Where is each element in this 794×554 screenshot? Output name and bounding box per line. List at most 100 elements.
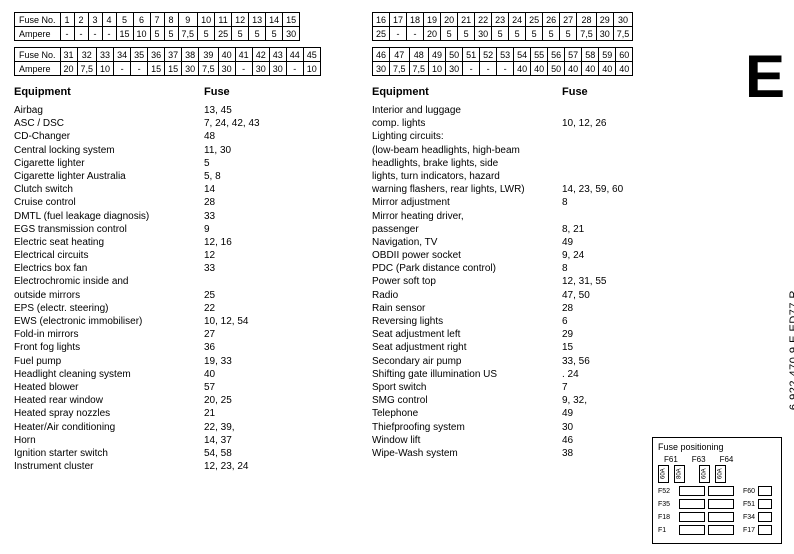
equipment-row: Central locking system11, 30 <box>14 144 342 157</box>
equipment-row: DMTL (fuel leakage diagnosis)33 <box>14 210 342 223</box>
equipment-fuse: 36 <box>204 341 342 354</box>
equipment-row: OBDII power socket9, 24 <box>372 249 700 262</box>
equipment-name: Navigation, TV <box>372 236 562 249</box>
fuse-pos-label: F60 <box>737 488 755 495</box>
equipment-name: Secondary air pump <box>372 355 562 368</box>
fuse-slot-icon <box>758 512 772 522</box>
equipment-name: outside mirrors <box>14 289 204 302</box>
fuse-pos-label: F18 <box>658 514 676 521</box>
equipment-fuse: 27 <box>204 328 342 341</box>
fuse-table-31-45: Fuse No. 313233343536373839404142434445 … <box>14 47 321 76</box>
equipment-name: headlights, brake lights, side <box>372 157 562 170</box>
equipment-name: Seat adjustment right <box>372 341 562 354</box>
equipment-row: warning flashers, rear lights, LWR)14, 2… <box>372 183 700 196</box>
equipment-row: Rain sensor28 <box>372 302 700 315</box>
equipment-fuse: 33 <box>204 210 342 223</box>
section-letter: E <box>745 42 782 111</box>
equipment-fuse <box>562 157 700 170</box>
equipment-row: Electrochromic inside and <box>14 275 342 288</box>
equipment-fuse: 28 <box>204 196 342 209</box>
equipment-name: Heated blower <box>14 381 204 394</box>
equipment-name: Heated rear window <box>14 394 204 407</box>
equipment-fuse: 8 <box>562 196 700 209</box>
fuse-slot-icon <box>679 525 705 535</box>
fuse-slot-icon: 80A <box>674 465 685 483</box>
equipment-row: Telephone49 <box>372 407 700 420</box>
left-fuse-tables: Fuse No. 123456789101112131415 Ampere --… <box>14 12 342 76</box>
fuse-slot-icon: 60A <box>715 465 726 483</box>
equipment-name: Power soft top <box>372 275 562 288</box>
right-column: 161718192021222324252627282930 25--20553… <box>372 12 700 473</box>
fuse-pos-top-labels: F61 F63 F64 <box>664 455 776 464</box>
header-equipment: Equipment <box>14 86 204 98</box>
equipment-fuse: 9 <box>204 223 342 236</box>
equipment-fuse <box>204 275 342 288</box>
equipment-name: Lighting circuits: <box>372 130 562 143</box>
equipment-row: Airbag13, 45 <box>14 104 342 117</box>
equipment-row: Thiefproofing system30 <box>372 421 700 434</box>
header-equipment: Equipment <box>372 86 562 98</box>
equipment-fuse: 57 <box>204 381 342 394</box>
equipment-row: Shifting gate illumination US. 24 <box>372 368 700 381</box>
equipment-name: Electrochromic inside and <box>14 275 204 288</box>
equipment-row: Seat adjustment left29 <box>372 328 700 341</box>
fuse-slot-icon <box>708 512 734 522</box>
page-content: Fuse No. 123456789101112131415 Ampere --… <box>0 0 794 481</box>
equipment-fuse: 49 <box>562 407 700 420</box>
equipment-row: PDC (Park distance control)8 <box>372 262 700 275</box>
equipment-name: Headlight cleaning system <box>14 368 204 381</box>
equipment-row: Clutch switch14 <box>14 183 342 196</box>
equipment-name: ASC / DSC <box>14 117 204 130</box>
equipment-row: Radio47, 50 <box>372 289 700 302</box>
equipment-fuse: 10, 12, 54 <box>204 315 342 328</box>
equipment-name: SMG control <box>372 394 562 407</box>
equipment-row: Instrument cluster12, 23, 24 <box>14 460 342 473</box>
fuse-slot-icon: 60A <box>658 465 669 483</box>
equipment-fuse: 12, 23, 24 <box>204 460 342 473</box>
fuse-pos-label: F51 <box>737 501 755 508</box>
equip-header: Equipment Fuse <box>14 86 342 98</box>
header-fuse: Fuse <box>204 86 230 98</box>
equipment-fuse: 48 <box>204 130 342 143</box>
equipment-fuse: 15 <box>562 341 700 354</box>
equipment-row: Heated rear window20, 25 <box>14 394 342 407</box>
equipment-name: OBDII power socket <box>372 249 562 262</box>
fuse-positioning-diagram: Fuse positioning F61 F63 F64 60A 80A 60A… <box>652 437 782 544</box>
equipment-fuse: 8 <box>562 262 700 275</box>
equipment-name: Shifting gate illumination US <box>372 368 562 381</box>
right-equipment-list: Interior and luggagecomp. lights10, 12, … <box>372 104 700 460</box>
fuse-slot-icon <box>679 486 705 496</box>
equipment-name: Heated spray nozzles <box>14 407 204 420</box>
equipment-fuse: 8, 21 <box>562 223 700 236</box>
equipment-name: Ignition starter switch <box>14 447 204 460</box>
equipment-row: Interior and luggage <box>372 104 700 117</box>
equipment-fuse <box>562 104 700 117</box>
left-equipment-list: Airbag13, 45ASC / DSC7, 24, 42, 43CD-Cha… <box>14 104 342 473</box>
equipment-name: PDC (Park distance control) <box>372 262 562 275</box>
equipment-name: EGS transmission control <box>14 223 204 236</box>
equipment-row: EWS (electronic immobiliser)10, 12, 54 <box>14 315 342 328</box>
equipment-fuse: 49 <box>562 236 700 249</box>
equipment-row: Electric seat heating12, 16 <box>14 236 342 249</box>
equipment-fuse: 5 <box>204 157 342 170</box>
equipment-fuse: 10, 12, 26 <box>562 117 700 130</box>
equipment-name: EWS (electronic immobiliser) <box>14 315 204 328</box>
fuse-table-1-15: Fuse No. 123456789101112131415 Ampere --… <box>14 12 300 41</box>
fuse-slot-icon <box>708 486 734 496</box>
equipment-fuse <box>562 170 700 183</box>
equipment-row: EGS transmission control9 <box>14 223 342 236</box>
equipment-name: Clutch switch <box>14 183 204 196</box>
equipment-name: Mirror adjustment <box>372 196 562 209</box>
equipment-row: Wipe-Wash system38 <box>372 447 700 460</box>
fuse-pos-rows: F52F60F35F51F18F34F1F17 <box>658 486 776 535</box>
equipment-row: Horn14, 37 <box>14 434 342 447</box>
equipment-fuse: 5, 8 <box>204 170 342 183</box>
fuse-table-16-30: 161718192021222324252627282930 25--20553… <box>372 12 633 41</box>
equipment-row: Front fog lights36 <box>14 341 342 354</box>
equipment-row: Window lift46 <box>372 434 700 447</box>
fuse-slot-icon <box>758 486 772 496</box>
equipment-row: Heater/Air conditioning22, 39, <box>14 421 342 434</box>
equipment-fuse: 12, 31, 55 <box>562 275 700 288</box>
equipment-row: Fold-in mirrors27 <box>14 328 342 341</box>
equipment-name: Window lift <box>372 434 562 447</box>
